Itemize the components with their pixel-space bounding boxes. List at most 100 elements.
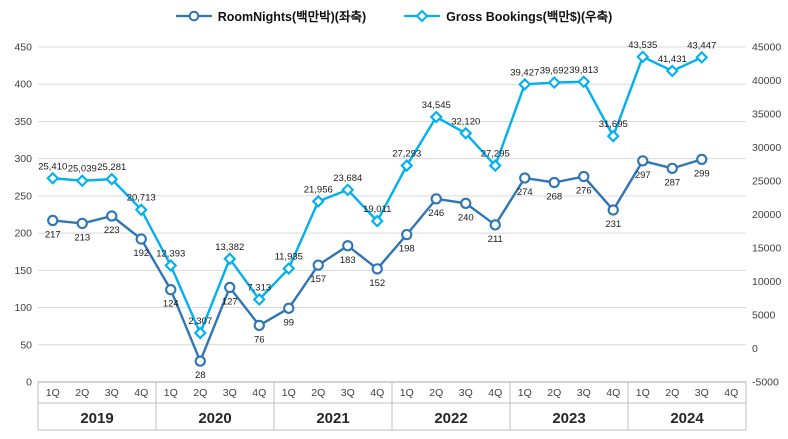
gross-bookings-marker bbox=[341, 183, 355, 197]
right-axis-tick-label: 40000 bbox=[752, 75, 781, 87]
roomnights-data-label: 157 bbox=[310, 274, 326, 285]
quarter-label: 1Q bbox=[636, 387, 650, 399]
right-axis-tick-label: 10000 bbox=[752, 276, 781, 288]
gross-bookings-data-label: 7,313 bbox=[247, 283, 271, 294]
legend-label-roomnights: RoomNights(백만박)(좌축) bbox=[217, 10, 367, 24]
gross-bookings-data-label: 20,713 bbox=[127, 193, 156, 204]
quarter-label: 4Q bbox=[606, 387, 620, 399]
gross-bookings-marker bbox=[488, 159, 502, 173]
roomnights-marker bbox=[224, 281, 236, 294]
roomnights-data-label: 192 bbox=[133, 248, 149, 259]
quarter-label: 2Q bbox=[75, 387, 89, 399]
roomnights-marker bbox=[342, 240, 354, 252]
gross-bookings-data-label: 39,692 bbox=[540, 66, 569, 77]
year-label: 2022 bbox=[434, 410, 467, 427]
year-label: 2023 bbox=[552, 410, 585, 427]
left-axis-tick-label: 250 bbox=[14, 190, 32, 202]
left-axis-tick-label: 100 bbox=[14, 302, 32, 314]
roomnights-marker bbox=[283, 302, 295, 314]
roomnights-data-label: 276 bbox=[576, 186, 592, 197]
quarter-label: 4Q bbox=[252, 387, 266, 399]
quarter-label: 3Q bbox=[577, 387, 591, 399]
gross-bookings-marker bbox=[429, 110, 443, 124]
gross-bookings-data-label: 11,935 bbox=[275, 252, 303, 263]
gross-bookings-marker bbox=[606, 129, 620, 143]
quarter-label: 4Q bbox=[488, 387, 502, 399]
gross-bookings-marker bbox=[223, 252, 237, 266]
left-axis-tick-label: 450 bbox=[14, 42, 32, 54]
roomnights-data-label: 124 bbox=[163, 299, 179, 310]
gross-bookings-marker bbox=[252, 293, 266, 306]
legend-label-gross-bookings: Gross Bookings(백만$)(우축) bbox=[446, 10, 613, 24]
left-axis-tick-label: 350 bbox=[14, 116, 32, 128]
roomnights-marker bbox=[76, 217, 88, 230]
roomnights-marker bbox=[165, 284, 177, 296]
gross-bookings-data-label: 13,382 bbox=[215, 242, 244, 253]
roomnights-data-label: 213 bbox=[74, 232, 90, 243]
roomnights-data-label: 99 bbox=[283, 317, 294, 328]
gross-bookings-data-label: 25,281 bbox=[97, 162, 126, 173]
gross-bookings-marker bbox=[370, 214, 384, 228]
gross-bookings-marker bbox=[518, 77, 532, 91]
right-axis-tick-label: 0 bbox=[752, 343, 758, 355]
roomnights-data-label: 274 bbox=[517, 187, 533, 198]
roomnights-marker bbox=[666, 162, 678, 174]
roomnights-marker bbox=[401, 228, 413, 241]
gross-bookings-marker bbox=[636, 50, 650, 64]
roomnights-marker bbox=[578, 170, 590, 183]
roomnights-line bbox=[52, 158, 703, 363]
gross-bookings-data-label: 2,307 bbox=[188, 316, 212, 327]
gross-bookings-data-label: 41,431 bbox=[658, 54, 687, 65]
roomnights-marker bbox=[135, 233, 147, 245]
roomnights-data-label: 28 bbox=[195, 370, 206, 381]
gross-bookings-marker bbox=[193, 326, 207, 340]
quarter-label: 2Q bbox=[665, 387, 679, 399]
roomnights-marker bbox=[607, 204, 619, 216]
right-axis-tick-label: 35000 bbox=[752, 109, 781, 121]
quarter-label: 3Q bbox=[459, 387, 473, 399]
left-axis-tick-label: 50 bbox=[20, 339, 32, 351]
year-label: 2021 bbox=[316, 410, 349, 427]
quarter-label: 3Q bbox=[695, 387, 709, 399]
gross-bookings-marker bbox=[46, 171, 60, 185]
quarter-label: 4Q bbox=[724, 387, 738, 399]
roomnights-data-label: 287 bbox=[664, 177, 680, 188]
year-label: 2019 bbox=[80, 410, 113, 427]
roomnights-marker bbox=[696, 153, 708, 166]
roomnights-data-label: 297 bbox=[635, 170, 651, 181]
left-axis-tick-label: 400 bbox=[14, 79, 32, 91]
gross-bookings-data-label: 31,695 bbox=[599, 119, 628, 130]
left-axis-tick-label: 300 bbox=[14, 153, 32, 165]
gross-bookings-data-label: 27,293 bbox=[392, 149, 421, 160]
roomnights-marker bbox=[312, 259, 324, 271]
quarter-label: 1Q bbox=[164, 387, 178, 399]
year-label: 2020 bbox=[198, 410, 231, 427]
roomnights-data-label: 223 bbox=[104, 225, 120, 236]
right-axis-tick-label: 30000 bbox=[752, 142, 781, 154]
quarter-label: 1Q bbox=[400, 387, 414, 399]
gross-bookings-marker bbox=[134, 203, 148, 217]
quarter-label: 3Q bbox=[341, 387, 355, 399]
gross-bookings-marker bbox=[695, 50, 709, 64]
quarter-label: 4Q bbox=[134, 387, 148, 399]
left-axis-tick-label: 150 bbox=[14, 265, 32, 277]
quarter-label: 1Q bbox=[282, 387, 296, 399]
roomnights-marker bbox=[253, 319, 265, 332]
gross-bookings-data-label: 23,684 bbox=[333, 173, 362, 184]
legend-item-roomnights: RoomNights(백만박)(좌축) bbox=[175, 6, 367, 25]
gross-bookings-marker bbox=[105, 172, 119, 186]
year-label: 2024 bbox=[670, 410, 704, 427]
gross-bookings-data-label: 19,011 bbox=[363, 204, 391, 215]
roomnights-data-label: 268 bbox=[546, 191, 562, 202]
gross-bookings-marker bbox=[311, 194, 325, 208]
right-axis-tick-label: 45000 bbox=[752, 42, 781, 54]
roomnights-legend-marker-icon bbox=[175, 10, 212, 21]
roomnights-data-label: 217 bbox=[45, 229, 61, 240]
gross-bookings-data-label: 39,427 bbox=[510, 67, 539, 78]
roomnights-marker bbox=[371, 263, 383, 275]
gross-bookings-legend-marker-icon bbox=[404, 9, 441, 22]
gross-bookings-marker bbox=[400, 159, 414, 173]
roomnights-marker bbox=[106, 210, 118, 222]
gross-bookings-data-label: 32,120 bbox=[451, 116, 480, 127]
